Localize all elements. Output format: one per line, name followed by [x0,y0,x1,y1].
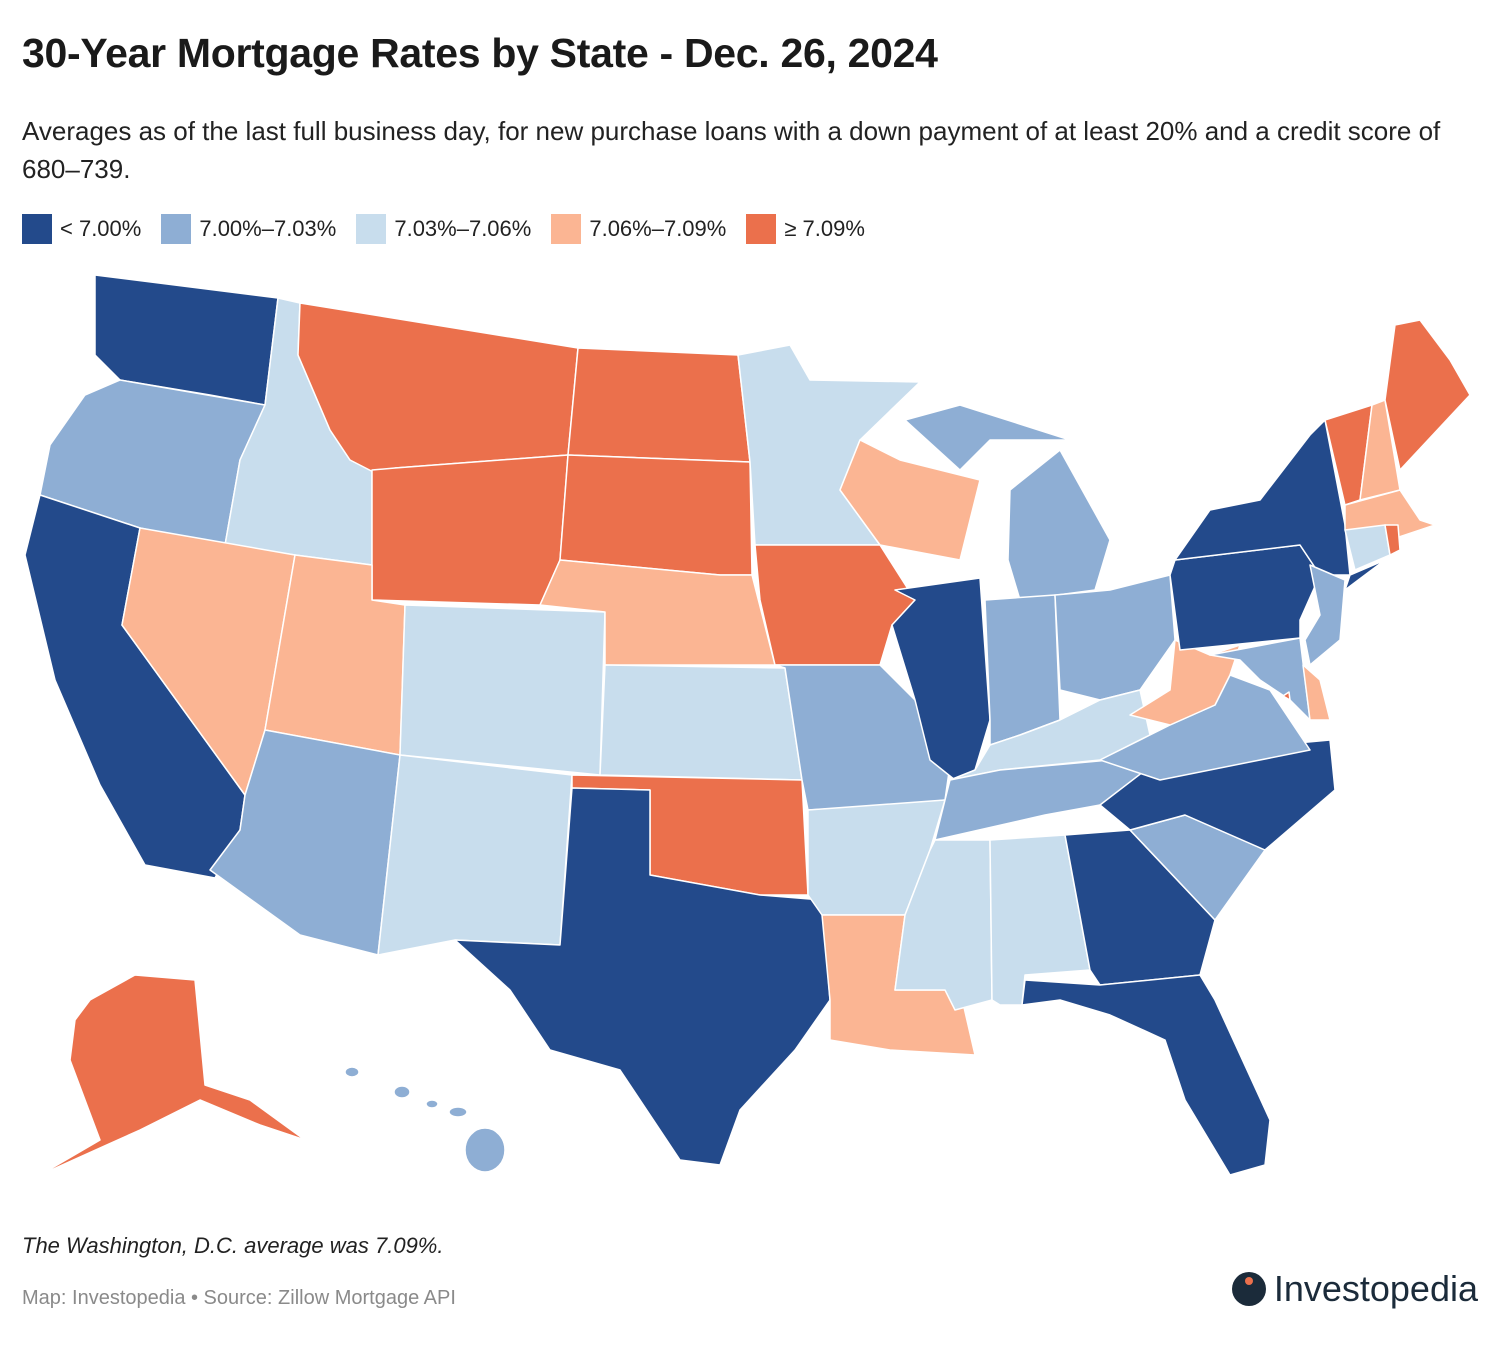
state-hi [344,1066,506,1173]
state-pa [1169,544,1321,651]
legend-swatch [551,214,582,244]
legend-item: < 7.00% [22,214,141,244]
state-shape [839,439,981,561]
state-il [891,577,991,781]
state-shape [1282,691,1291,701]
legend-label: 7.03%–7.06% [394,216,532,241]
map-subtitle: Averages as of the last full business da… [22,116,1441,184]
state-ny [1174,419,1386,591]
state-shape [1344,524,1391,571]
state-wy [371,454,569,606]
state-shape [984,594,1061,746]
state-shape [904,404,1071,471]
state-de [1302,664,1331,721]
legend-label: ≥ 7.09% [784,216,865,241]
logo-icon [1231,1272,1266,1306]
state-nj [1304,564,1346,666]
state-shape [371,454,569,606]
state-shape [425,1099,439,1109]
legend-item: 7.00%–7.03% [161,214,336,244]
state-shape [1302,664,1331,721]
state-shape [1344,559,1386,591]
state-shape [393,1085,411,1099]
state-shape [39,974,306,1176]
state-shape [1129,639,1241,726]
legend-label: 7.00%–7.03% [199,216,337,241]
legend-item: 7.03%–7.06% [356,214,531,244]
state-dc [1282,691,1291,701]
state-ak [39,974,306,1176]
state-shape [1007,449,1111,601]
legend: < 7.00% 7.00%–7.03% 7.03%–7.06% 7.06%–7.… [22,214,865,244]
state-shape [599,664,803,781]
legend-swatch [161,214,192,244]
state-oh [1054,574,1176,701]
legend-item: ≥ 7.09% [746,214,865,244]
state-shape [454,787,831,1166]
map-title: 30-Year Mortgage Rates by State - Dec. 2… [22,30,938,76]
state-co [399,604,606,776]
state-shape [344,1066,360,1078]
state-me [1384,319,1471,471]
state-in [984,594,1061,746]
state-shape [464,1127,506,1173]
legend-item: 7.06%–7.09% [551,214,726,244]
state-shape [448,1106,468,1118]
dc-note: The Washington, D.C. average was 7.09%. [22,1233,444,1258]
state-shape [559,454,753,576]
state-shape [891,577,991,781]
logo-text: Investopedia [1273,1268,1478,1309]
state-shape [1384,319,1471,471]
state-nm [377,754,573,956]
legend-swatch [746,214,777,244]
state-fl [1021,974,1271,1176]
state-nd [567,347,751,463]
state-ne [539,559,776,666]
source-credit: Map: Investopedia • Source: Zillow Mortg… [22,1287,456,1309]
legend-label: < 7.00% [60,216,142,241]
state-tx [454,787,831,1166]
state-sd [559,454,753,576]
state-shape [399,604,606,776]
state-shape [1384,524,1401,556]
state-shape [377,754,573,956]
state-shape [567,347,751,463]
state-shape [1304,564,1346,666]
legend-swatch [356,214,387,244]
state-shape [1169,544,1321,651]
investopedia-logo: Investopedia [1231,1268,1478,1310]
state-mi [904,404,1111,601]
legend-label: 7.06%–7.09% [589,216,727,241]
state-shape [1174,419,1351,576]
state-ct [1344,524,1391,571]
state-shape [1054,574,1176,701]
state-shape [754,544,916,666]
state-ks [599,664,803,781]
state-wv [1129,639,1241,726]
state-ia [754,544,916,666]
legend-swatch [22,214,52,244]
state-ri [1384,524,1401,556]
state-wi [839,439,981,561]
state-shape [539,559,776,666]
state-shape [1021,974,1271,1176]
